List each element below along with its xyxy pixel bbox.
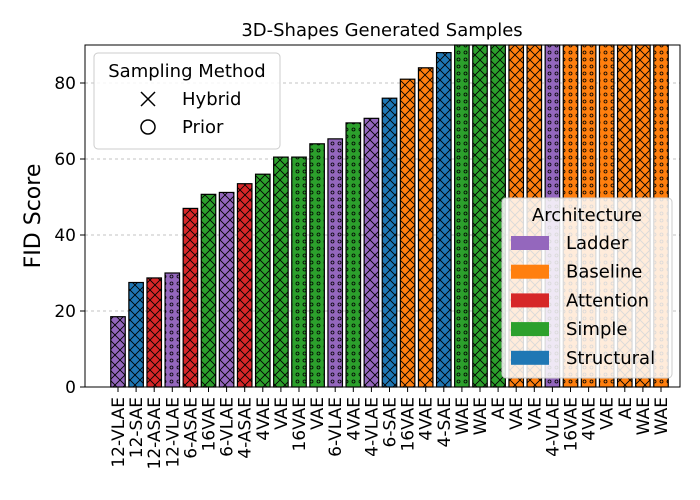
x-tick-label: 6-ASAE bbox=[181, 397, 201, 459]
x-tick-label: 4-VLAE bbox=[362, 397, 382, 457]
bar-10 bbox=[273, 156, 289, 388]
legend-swatch-baseline bbox=[511, 264, 549, 279]
x-tick-label: 16VAE bbox=[399, 397, 419, 452]
sampling-legend-title: Sampling Method bbox=[108, 61, 265, 82]
bar-12 bbox=[309, 143, 325, 388]
x-tick-label: 12-VLAE bbox=[163, 397, 183, 468]
sampling-legend-prior: Prior bbox=[182, 117, 224, 138]
x-tick-label: VAE bbox=[598, 397, 618, 430]
x-tick-label: AE bbox=[489, 397, 509, 419]
x-tick-label: VAE bbox=[308, 397, 328, 430]
bar-8 bbox=[236, 183, 253, 388]
x-tick-label: 12-VLAE bbox=[109, 397, 129, 468]
legend-swatch-simple bbox=[511, 322, 549, 337]
legend-swatch-attention bbox=[511, 293, 549, 308]
sampling-legend-box bbox=[93, 52, 281, 150]
architecture-legend-title: Architecture bbox=[532, 205, 642, 226]
bar-7 bbox=[218, 191, 235, 388]
bar-14 bbox=[345, 122, 362, 388]
bar-16 bbox=[381, 97, 398, 388]
bar-17 bbox=[399, 78, 416, 388]
bar-20 bbox=[454, 44, 470, 388]
legend-label-structural: Structural bbox=[566, 348, 655, 369]
x-tick-label: 16VAE bbox=[562, 397, 582, 452]
y-axis-ticks: 0 20 40 60 80 bbox=[54, 74, 85, 398]
plot-frame bbox=[84, 44, 681, 388]
x-tick-label: 12-SAE bbox=[127, 397, 147, 458]
x-tick-label: WAE bbox=[652, 397, 672, 435]
x-tick-label: 6-VLAE bbox=[218, 397, 238, 457]
x-tick-label: 16VAE bbox=[200, 397, 220, 452]
bar-5 bbox=[182, 207, 199, 388]
y-tick-label: 80 bbox=[54, 74, 76, 94]
x-tick-label: WAE bbox=[471, 397, 491, 435]
x-tick-label: 4VAE bbox=[344, 397, 364, 441]
bar-21 bbox=[472, 44, 488, 388]
x-icon bbox=[140, 91, 156, 107]
x-tick-label: 4VAE bbox=[254, 397, 274, 441]
bar-15 bbox=[363, 117, 380, 388]
bar-6 bbox=[200, 193, 217, 388]
y-tick-label: 20 bbox=[54, 302, 76, 322]
x-tick-label: 16VAE bbox=[290, 397, 310, 452]
x-tick-label: VAE bbox=[525, 397, 545, 430]
sampling-legend-hybrid: Hybrid bbox=[182, 89, 241, 110]
x-tick-label: WAE bbox=[634, 397, 654, 435]
bar-1 bbox=[110, 316, 126, 388]
sampling-method-legend: Sampling Method Hybrid Prior bbox=[93, 52, 281, 150]
legend-label-ladder: Ladder bbox=[566, 233, 629, 254]
bar-18 bbox=[417, 67, 434, 388]
x-tick-label: 4VAE bbox=[580, 397, 600, 441]
legend-label-simple: Simple bbox=[566, 319, 627, 340]
x-tick-label: 4VAE bbox=[417, 397, 437, 441]
x-tick-label: 6-SAE bbox=[381, 397, 401, 447]
legend-label-attention: Attention bbox=[566, 290, 649, 311]
bar-2 bbox=[128, 281, 144, 388]
legend-swatch-ladder bbox=[511, 236, 549, 250]
legend-label-baseline: Baseline bbox=[566, 262, 642, 283]
x-tick-label: 6-VLAE bbox=[326, 397, 346, 457]
x-tick-label: 4-SAE bbox=[435, 397, 455, 447]
y-tick-label: 40 bbox=[54, 226, 76, 246]
x-tick-label: WAE bbox=[453, 397, 473, 435]
y-axis-label: FID Score bbox=[21, 164, 46, 269]
bar-4 bbox=[164, 272, 181, 388]
bar-19 bbox=[435, 51, 452, 388]
bar-13 bbox=[327, 138, 344, 388]
chart-title: 3D-Shapes Generated Samples bbox=[241, 20, 522, 41]
x-axis-ticks: 12-VLAE12-SAE12-ASAE12-VLAE6-ASAE16VAE6-… bbox=[109, 387, 672, 470]
x-tick-label: 4-VLAE bbox=[543, 397, 563, 457]
x-tick-label: VAE bbox=[507, 397, 527, 430]
legend-swatch-structural bbox=[511, 350, 549, 365]
x-tick-label: AE bbox=[616, 397, 636, 419]
bar-11 bbox=[291, 156, 307, 388]
bar-9 bbox=[254, 173, 271, 388]
bar-3 bbox=[146, 277, 163, 388]
x-tick-label: 12-ASAE bbox=[145, 397, 165, 470]
y-tick-label: 0 bbox=[65, 378, 76, 398]
x-tick-label: VAE bbox=[272, 397, 292, 430]
architecture-legend: Architecture Ladder Baseline Attention Simp… bbox=[501, 197, 673, 379]
y-tick-label: 60 bbox=[54, 150, 76, 170]
x-tick-label: 4-ASAE bbox=[236, 397, 256, 459]
circle-icon bbox=[140, 119, 156, 135]
